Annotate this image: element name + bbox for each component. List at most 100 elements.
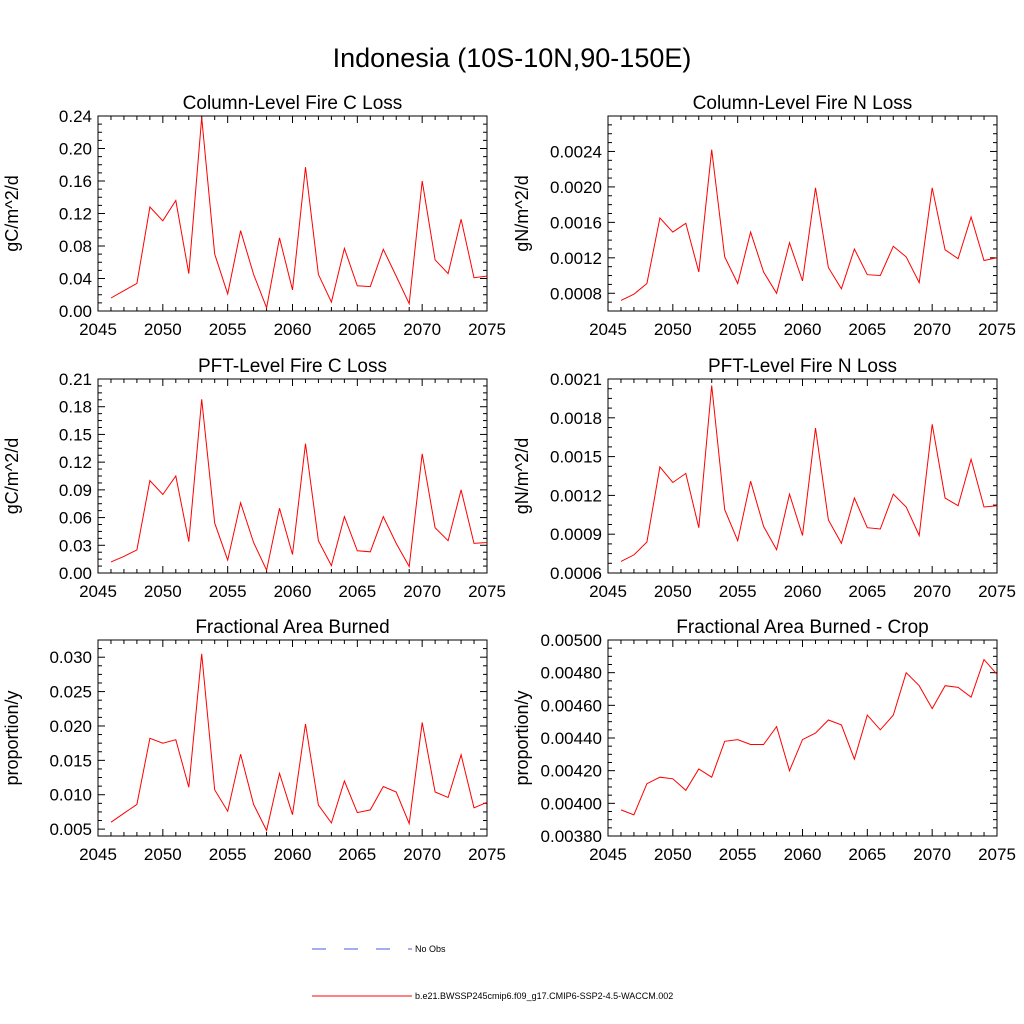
- panel-6-xtick-label: 2050: [654, 845, 692, 864]
- panel-4-xtick-label: 2070: [913, 582, 951, 601]
- panel-5-xtick-label: 2075: [468, 845, 506, 864]
- panel-3-series-line: [110, 399, 488, 572]
- panel-4: PFT-Level Fire N Loss gN/m^2/d 2045 2050 205…: [512, 356, 1016, 601]
- panel-3-ytick-label: 0.09: [59, 481, 92, 500]
- panel-4-ytick-label: 0.0021: [550, 370, 602, 389]
- panel-5-xtick-label: 2070: [403, 845, 441, 864]
- panel-1-xtick-label: 2060: [274, 320, 312, 339]
- panel-6-xtick-label: 2060: [784, 845, 822, 864]
- panels: Column-Level Fire C Loss gC/m^2/d 2045 2050…: [2, 93, 1016, 864]
- panel-1-xtick-label: 2045: [79, 320, 117, 339]
- panel-5-ytick-label: 0.030: [49, 648, 92, 667]
- panel-4-xtick-label: 2075: [978, 582, 1016, 601]
- panel-4-frame: [607, 378, 998, 574]
- figure-title: Indonesia (10S-10N,90-150E): [333, 43, 692, 73]
- panel-3-ylabel: gC/m^2/d: [2, 438, 22, 514]
- panel-4-xtick-label: 2065: [848, 582, 886, 601]
- panel-3-ytick-label: 0.21: [59, 370, 92, 389]
- panel-5-ytick-label: 0.010: [49, 786, 92, 805]
- panel-4-ytick-label: 0.0012: [550, 486, 602, 505]
- panel-1-xtick-label: 2070: [403, 320, 441, 339]
- panel-2-xtick-label: 2050: [654, 320, 692, 339]
- panel-1-ytick-label: 0.00: [59, 302, 92, 321]
- panel-6-title: Fractional Area Burned - Crop: [676, 617, 928, 638]
- panel-4-series-line: [620, 385, 998, 562]
- panel-1-xtick-label: 2050: [144, 320, 182, 339]
- panel-2-xtick-label: 2070: [913, 320, 951, 339]
- legend: No Obs b.e21.BWSSP245cmip6.f09_g17.CMIP6…: [312, 944, 673, 1001]
- panel-1-ytick-label: 0.20: [59, 140, 92, 159]
- panel-3-xtick-label: 2060: [274, 582, 312, 601]
- panel-6-xtick-label: 2045: [589, 845, 627, 864]
- panel-6: Fractional Area Burned - Crop proportion/…: [512, 617, 1016, 864]
- panel-2-xtick-label: 2075: [978, 320, 1016, 339]
- panel-5-xtick-label: 2055: [209, 845, 247, 864]
- panel-2-ytick-label: 0.0024: [550, 142, 602, 161]
- panel-5-ylabel: proportion/y: [2, 690, 22, 785]
- panel-3-xtick-label: 2045: [79, 582, 117, 601]
- panel-3-xtick-label: 2055: [209, 582, 247, 601]
- panel-2-xtick-label: 2065: [848, 320, 886, 339]
- panel-3-ytick-label: 0.15: [59, 425, 92, 444]
- panel-3-xtick-label: 2075: [468, 582, 506, 601]
- panel-3: PFT-Level Fire C Loss gC/m^2/d 2045 2050 205…: [2, 356, 506, 601]
- panel-3-xtick-label: 2050: [144, 582, 182, 601]
- panel-4-xtick-label: 2045: [589, 582, 627, 601]
- panel-5-xtick-label: 2050: [144, 845, 182, 864]
- panel-6-ytick-label: 0.00440: [541, 729, 602, 748]
- panel-4-ylabel: gN/m^2/d: [512, 438, 532, 514]
- panel-5-ytick-label: 0.025: [49, 683, 92, 702]
- panel-1-ytick-label: 0.16: [59, 172, 92, 191]
- panel-4-ytick-label: 0.0018: [550, 409, 602, 428]
- panel-3-title: PFT-Level Fire C Loss: [198, 356, 387, 377]
- panel-6-ytick-label: 0.00380: [541, 827, 602, 846]
- panel-3-ytick-label: 0.03: [59, 536, 92, 555]
- panel-1-ytick-label: 0.08: [59, 237, 92, 256]
- panel-6-ytick-label: 0.00420: [541, 762, 602, 781]
- panel-1-xtick-label: 2055: [209, 320, 247, 339]
- panel-6-frame: [607, 639, 998, 837]
- panel-4-ytick-label: 0.0006: [550, 564, 602, 583]
- panel-4-xtick-label: 2050: [654, 582, 692, 601]
- panel-1-ytick-label: 0.04: [59, 270, 92, 289]
- panel-4-xtick-label: 2060: [784, 582, 822, 601]
- panel-5: Fractional Area Burned proportion/y 2045 20…: [2, 617, 506, 864]
- panel-2-xtick-label: 2045: [589, 320, 627, 339]
- panel-4-ytick-label: 0.0015: [550, 448, 602, 467]
- panel-4-xtick-label: 2055: [719, 582, 757, 601]
- panel-2: Column-Level Fire N Loss gN/m^2/d 2045 2050…: [512, 93, 1016, 339]
- panel-5-ytick-label: 0.020: [49, 717, 92, 736]
- panel-3-ytick-label: 0.06: [59, 509, 92, 528]
- panel-6-series-line: [620, 658, 998, 816]
- panel-1-xtick-label: 2075: [468, 320, 506, 339]
- panel-3-ytick-label: 0.12: [59, 453, 92, 472]
- panel-4-title: PFT-Level Fire N Loss: [708, 356, 897, 377]
- panel-2-xtick-label: 2055: [719, 320, 757, 339]
- legend-entry-model-run: b.e21.BWSSP245cmip6.f09_g17.CMIP6-SSP2-4…: [312, 991, 673, 1001]
- panel-3-ytick-label: 0.18: [59, 398, 92, 417]
- panel-6-ytick-label: 0.00500: [541, 631, 602, 650]
- panel-3-xtick-label: 2070: [403, 582, 441, 601]
- panel-6-xtick-label: 2070: [913, 845, 951, 864]
- panel-3-xtick-label: 2065: [338, 582, 376, 601]
- panel-2-series-line: [620, 149, 998, 301]
- panel-6-ytick-label: 0.00460: [541, 696, 602, 715]
- panel-4-ytick-label: 0.0009: [550, 525, 602, 544]
- panel-3-ytick-label: 0.00: [59, 564, 92, 583]
- legend-entry-no-obs: No Obs: [312, 944, 446, 954]
- panel-2-frame: [607, 115, 998, 312]
- panel-2-ytick-label: 0.0008: [550, 284, 602, 303]
- panel-1-ytick-label: 0.12: [59, 205, 92, 224]
- panel-2-ytick-label: 0.0016: [550, 213, 602, 232]
- legend-label-model-run: b.e21.BWSSP245cmip6.f09_g17.CMIP6-SSP2-4…: [415, 991, 673, 1001]
- panel-2-ylabel: gN/m^2/d: [512, 175, 532, 251]
- panel-6-ylabel: proportion/y: [512, 690, 532, 785]
- panel-6-ytick-label: 0.00480: [541, 664, 602, 683]
- panel-2-title: Column-Level Fire N Loss: [693, 93, 913, 114]
- panel-5-ytick-label: 0.015: [49, 751, 92, 770]
- panel-2-ytick-label: 0.0020: [550, 178, 602, 197]
- panel-2-ytick-label: 0.0012: [550, 249, 602, 268]
- panel-5-frame: [97, 639, 488, 837]
- panel-3-frame: [97, 378, 488, 574]
- panel-5-ytick-label: 0.005: [49, 820, 92, 839]
